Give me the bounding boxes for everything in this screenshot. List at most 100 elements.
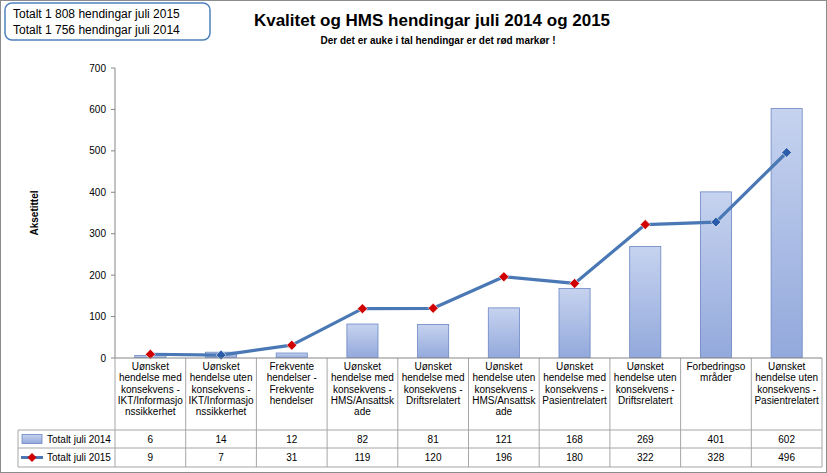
y-tick-label: 100 xyxy=(89,311,106,322)
table-line xyxy=(397,358,398,467)
lines xyxy=(145,148,791,361)
data-label: 81 xyxy=(428,434,440,445)
category-label-line: Forbedringso xyxy=(686,361,745,372)
category-label: Uønskethendelse utenkonsekvens -Driftsre… xyxy=(614,361,677,406)
data-label: 6 xyxy=(148,434,154,445)
data-label: 322 xyxy=(637,452,654,463)
category-label-line: ade xyxy=(354,406,371,417)
category-label-line: hendelse uten xyxy=(472,372,535,383)
y-tick-label: 600 xyxy=(89,104,106,115)
data-label: 496 xyxy=(778,452,795,463)
bar xyxy=(700,192,731,358)
legend-marker xyxy=(28,453,37,462)
y-tick-label: 500 xyxy=(89,145,106,156)
annotation: Totalt 1 808 hendingar juli 2015 xyxy=(13,7,180,21)
marker xyxy=(499,272,509,282)
y-tick-label: 700 xyxy=(89,63,106,74)
category-label: Uønskethendelse medkonsekvens -Pasientre… xyxy=(542,361,607,406)
table-line xyxy=(468,358,469,467)
data-label: 31 xyxy=(286,452,298,463)
category-label-line: konsekvens - xyxy=(192,384,251,395)
category-label-line: Uønsket xyxy=(132,361,169,372)
table-line xyxy=(751,358,752,467)
data-label: 14 xyxy=(215,434,227,445)
category-label: Uønskethendelse utenkonsekvens -Pasientr… xyxy=(754,361,819,406)
y-axis xyxy=(115,68,116,358)
y-axis-label: Aksetittel xyxy=(29,190,40,235)
marker xyxy=(711,217,721,227)
category-label-line: hendelse uten xyxy=(190,372,253,383)
bar xyxy=(347,324,378,358)
table-line xyxy=(18,430,822,431)
data-label: 82 xyxy=(357,434,369,445)
y-tick xyxy=(111,192,115,193)
table-line xyxy=(539,358,540,467)
data-label: 7 xyxy=(218,452,224,463)
category-label-line: hendelse uten xyxy=(614,372,677,383)
y-tick xyxy=(111,316,115,317)
y-tick-label: 0 xyxy=(100,353,106,364)
subtitle: Der det er auke i tal hendingar er det r… xyxy=(320,35,555,46)
legend-label: Totalt juli 2014 xyxy=(47,434,111,445)
category-label-line: hendelser xyxy=(270,395,315,406)
category-label-line: HMS/Ansattsk xyxy=(331,395,395,406)
marker xyxy=(357,304,367,314)
category-label-line: nssikkerhet xyxy=(125,406,176,417)
data-label: 121 xyxy=(496,434,513,445)
chart-frame xyxy=(1,1,827,473)
data-label: 119 xyxy=(354,452,370,463)
category-label-line: Uønsket xyxy=(344,361,381,372)
category-label: Uønskethendelse utenkonsekvens -HMS/Ansa… xyxy=(472,361,536,417)
chart: Totalt 1 808 hendingar juli 2015 Totalt 1… xyxy=(0,0,827,473)
category-label-line: HMS/Ansattsk xyxy=(472,395,536,406)
category-label-line: Uønsket xyxy=(485,361,522,372)
data-label: 602 xyxy=(778,434,795,445)
category-label-line: ade xyxy=(496,406,513,417)
category-label-line: konsekvens - xyxy=(545,384,604,395)
category-label-line: konsekvens - xyxy=(333,384,392,395)
y-tick-label: 200 xyxy=(89,270,106,281)
category-label-line: konsekvens - xyxy=(474,384,533,395)
table-line xyxy=(609,358,610,467)
y-tick xyxy=(111,68,115,69)
data-label: 328 xyxy=(708,452,725,463)
page: {"chart_data": { "type": "bar", "title":… xyxy=(0,0,827,473)
category-label-line: Uønsket xyxy=(768,361,805,372)
y-tick xyxy=(111,275,115,276)
y-tick-label: 300 xyxy=(89,228,106,239)
legend-label: Totalt juli 2015 xyxy=(47,452,111,463)
category-label-line: IKT/Informasjo xyxy=(189,395,254,406)
data-label: 168 xyxy=(566,434,583,445)
marker xyxy=(287,340,297,350)
table-line xyxy=(18,467,822,468)
table-line xyxy=(256,358,257,467)
category-label-line: Frekvente xyxy=(270,384,315,395)
category-label-line: Pasientrelatert xyxy=(542,395,607,406)
category-label-line: Driftsrelatert xyxy=(618,395,673,406)
annotation: Totalt 1 756 hendingar juli 2014 xyxy=(13,23,180,37)
data-label: 120 xyxy=(425,452,442,463)
marker xyxy=(216,350,226,360)
category-label-line: hendelser - xyxy=(267,372,317,383)
category-label: Frekventehendelser -Frekventehendelser xyxy=(267,361,317,406)
title: Kvalitet og HMS hendingar juli 2014 og 2… xyxy=(254,11,610,30)
category-label-line: konsekvens - xyxy=(404,384,463,395)
data-label: 9 xyxy=(148,452,154,463)
line xyxy=(150,153,786,356)
annotation-box xyxy=(5,3,210,40)
table-line xyxy=(680,358,681,467)
category-label-line: hendelse med xyxy=(402,372,465,383)
category-label: Uønskethendelse medkonsekvens -IKT/Infor… xyxy=(118,361,183,417)
data-label: 269 xyxy=(637,434,654,445)
bar xyxy=(771,109,802,358)
y-tick-label: 400 xyxy=(89,187,106,198)
category-label: Uønskethendelse utenkonsekvens -IKT/Info… xyxy=(189,361,254,417)
category-label-line: IKT/Informasjo xyxy=(118,395,183,406)
data-label: 12 xyxy=(286,434,298,445)
bar xyxy=(418,324,449,358)
x-axis xyxy=(115,358,822,359)
category-label: Uønskethendelse medkonsekvens -HMS/Ansat… xyxy=(331,361,395,417)
data-label: 401 xyxy=(708,434,725,445)
bars xyxy=(135,109,802,358)
category-label-line: Uønsket xyxy=(415,361,452,372)
